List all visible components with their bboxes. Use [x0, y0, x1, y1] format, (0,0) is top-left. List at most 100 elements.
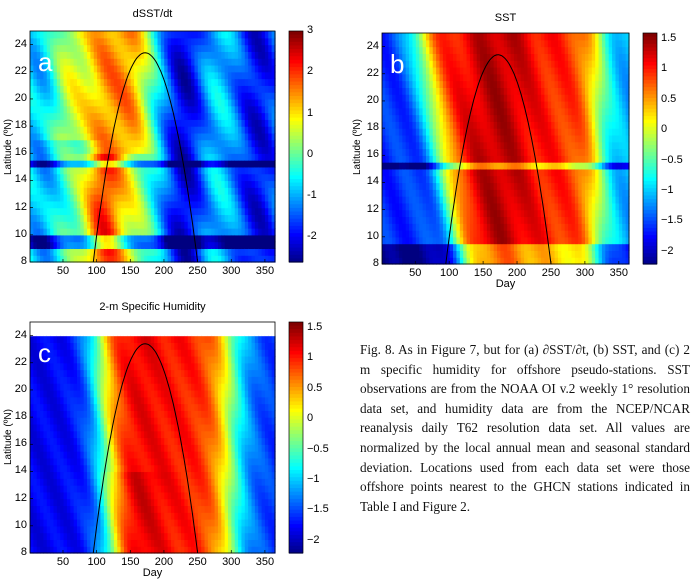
- heatmap-cell: [40, 180, 45, 188]
- heatmap-cell: [164, 207, 169, 216]
- heatmap-cell: [60, 214, 65, 222]
- heatmap-cell: [113, 173, 118, 182]
- heatmap-cell: [100, 64, 105, 73]
- heatmap-cell: [134, 173, 138, 182]
- heatmap-cell: [439, 53, 444, 61]
- heatmap-cell: [120, 166, 125, 175]
- colorbar-tick-label: -1: [307, 189, 317, 201]
- heatmap-cell: [70, 153, 75, 161]
- heatmap-cell: [453, 236, 458, 245]
- heatmap-cell: [181, 112, 185, 120]
- heatmap-cell: [254, 194, 259, 202]
- heatmap-cell: [174, 160, 179, 168]
- heatmap-cell: [87, 180, 92, 188]
- heatmap-cell: [46, 58, 51, 66]
- heatmap-cell: [127, 221, 132, 229]
- heatmap-cell: [446, 196, 451, 204]
- heatmap-cell: [60, 207, 65, 216]
- heatmap-cell: [530, 202, 535, 211]
- heatmap-cell: [534, 60, 539, 68]
- heatmap-cell: [134, 248, 138, 256]
- heatmap-cell: [83, 173, 88, 182]
- heatmap-cell: [40, 173, 45, 182]
- heatmap-cell: [598, 60, 603, 68]
- heatmap-cell: [174, 139, 179, 148]
- heatmap-cell: [595, 182, 600, 190]
- heatmap-cell: [459, 168, 464, 177]
- heatmap-cell: [500, 39, 505, 48]
- heatmap-cell: [123, 105, 128, 114]
- heatmap-cell: [446, 33, 451, 41]
- heatmap-cell: [486, 175, 491, 184]
- heatmap-cell: [248, 85, 253, 93]
- heatmap-cell: [530, 257, 535, 265]
- heatmap-cell: [63, 221, 68, 229]
- heatmap-cell: [140, 234, 145, 243]
- heatmap-cell: [211, 85, 216, 93]
- heatmap-cell: [66, 37, 71, 46]
- heatmap-cell: [483, 100, 488, 109]
- heatmap-cell: [191, 37, 196, 46]
- heatmap-cell: [608, 141, 613, 150]
- heatmap-cell: [392, 196, 397, 204]
- heatmap-cell: [103, 105, 108, 114]
- heatmap-cell: [154, 112, 159, 120]
- heatmap-cell: [510, 243, 515, 252]
- heatmap-cell: [100, 160, 105, 168]
- colorbar-step: [289, 132, 303, 137]
- heatmap-cell: [70, 248, 75, 256]
- heatmap-cell: [76, 112, 81, 120]
- heatmap-cell: [217, 200, 222, 209]
- heatmap-cell: [244, 248, 249, 256]
- heatmap-cell: [605, 121, 610, 129]
- heatmap-cell: [197, 187, 202, 195]
- heatmap-cell: [557, 148, 562, 156]
- heatmap-cell: [187, 58, 192, 66]
- heatmap-cell: [137, 132, 142, 141]
- heatmap-cell: [530, 243, 535, 252]
- heatmap-cell: [564, 230, 569, 238]
- heatmap-cell: [392, 100, 397, 109]
- heatmap-cell: [83, 139, 88, 148]
- heatmap-cell: [473, 134, 478, 143]
- heatmap-cell: [544, 66, 549, 75]
- heatmap-cell: [103, 187, 108, 195]
- heatmap-cell: [251, 241, 256, 250]
- heatmap-cell: [187, 112, 192, 120]
- heatmap-cell: [456, 134, 461, 143]
- heatmap-cell: [554, 250, 559, 258]
- heatmap-cell: [207, 194, 212, 202]
- heatmap-cell: [605, 155, 610, 163]
- heatmap-cell: [33, 126, 38, 134]
- heatmap-cell: [463, 236, 468, 245]
- heatmap-cell: [241, 194, 246, 202]
- heatmap-cell: [123, 160, 128, 168]
- heatmap-cell: [234, 78, 239, 86]
- heatmap-cell: [90, 105, 95, 114]
- colorbar-step: [289, 67, 303, 72]
- heatmap-cell: [43, 255, 48, 263]
- heatmap-cell: [46, 78, 51, 86]
- heatmap-cell: [261, 153, 266, 161]
- heatmap-cell: [425, 107, 430, 116]
- heatmap-cell: [83, 166, 88, 175]
- heatmap-cell: [517, 230, 522, 238]
- heatmap-cell: [500, 60, 505, 68]
- heatmap-cell: [439, 196, 444, 204]
- heatmap-cell: [578, 100, 583, 109]
- heatmap-cell: [231, 139, 236, 148]
- heatmap-cell: [425, 182, 430, 190]
- heatmap-cell: [140, 85, 145, 93]
- heatmap-cell: [123, 248, 128, 256]
- heatmap-cell: [605, 196, 610, 204]
- heatmap-cell: [473, 148, 478, 156]
- colorbar-tick-label: 1: [307, 106, 314, 119]
- heatmap-cell: [103, 214, 108, 222]
- heatmap-cell: [50, 132, 55, 141]
- heatmap-cell: [204, 187, 209, 195]
- heatmap-cell: [409, 107, 414, 116]
- heatmap-cell: [544, 100, 549, 109]
- heatmap-cell: [123, 194, 128, 202]
- heatmap-cell: [402, 168, 407, 177]
- heatmap-cell: [224, 112, 229, 120]
